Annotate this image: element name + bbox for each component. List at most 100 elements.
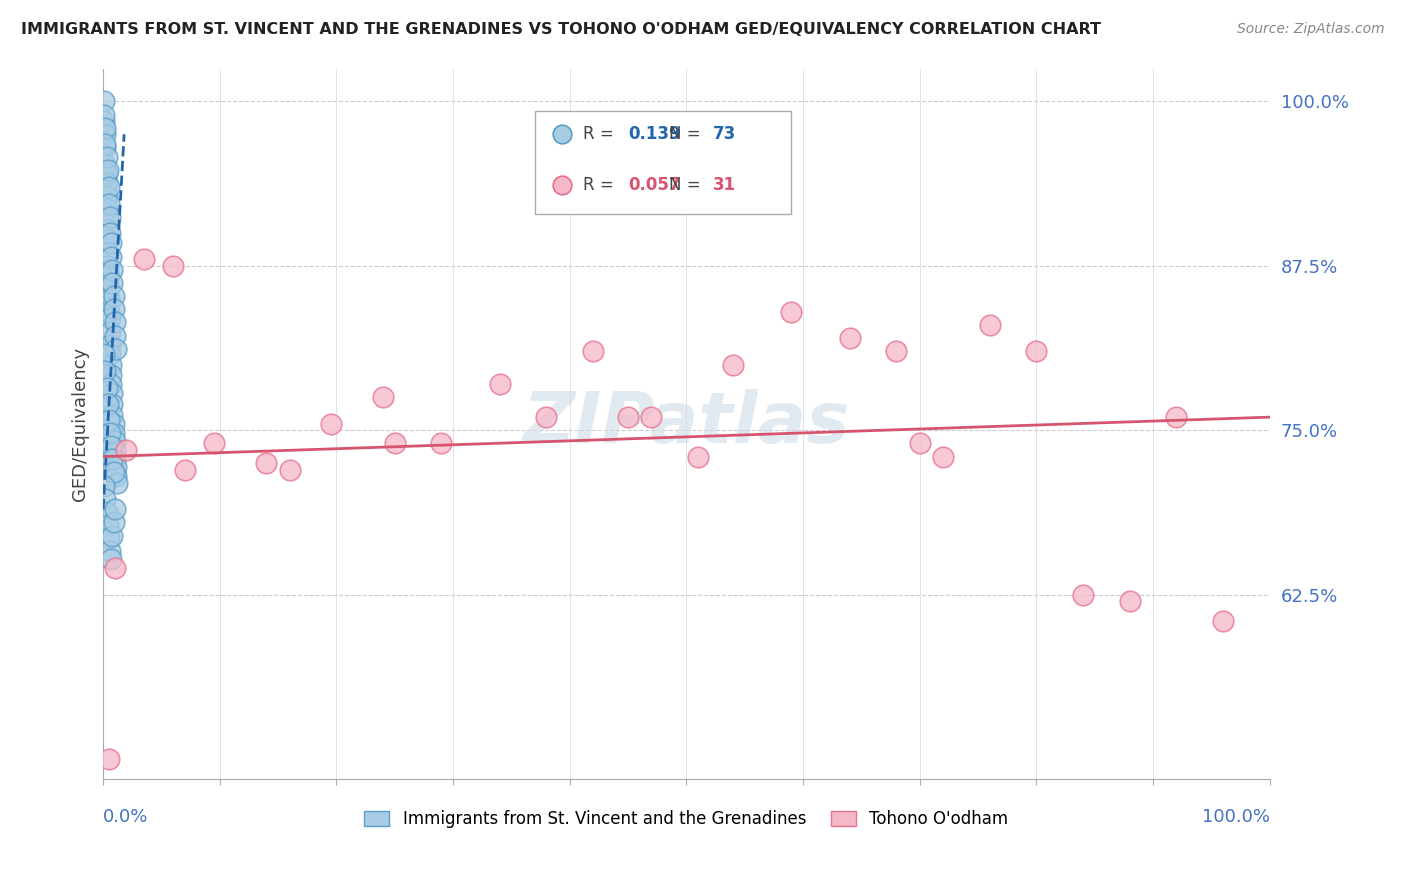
Point [100, 377, 122, 392]
Point [617, 410, 640, 425]
Point [582, 344, 605, 359]
Point [104, 328, 127, 343]
Point [101, 528, 124, 542]
Point [97, 531, 120, 545]
Text: 73: 73 [713, 125, 737, 143]
Point [97, 268, 120, 282]
Point [105, 475, 128, 490]
Point [98, 338, 121, 352]
Point [94, 128, 117, 142]
Point [780, 305, 803, 319]
Point [104, 434, 127, 448]
Legend: Immigrants from St. Vincent and the Grenadines, Tohono O'odham: Immigrants from St. Vincent and the Gren… [357, 803, 1015, 835]
Point [96, 176, 118, 190]
Point [488, 377, 510, 392]
Point [96, 381, 118, 395]
Point [101, 397, 124, 411]
Point [97, 197, 120, 211]
Point [104, 460, 127, 475]
Point [97, 259, 120, 273]
Y-axis label: GED/Equivalency: GED/Equivalency [72, 347, 89, 500]
Text: 31: 31 [713, 176, 737, 194]
Point [97, 305, 120, 319]
Point [101, 386, 124, 401]
Point [100, 439, 122, 453]
Point [550, 215, 572, 229]
Point [94, 120, 117, 135]
Point [721, 358, 744, 372]
Point [103, 516, 125, 530]
Point [132, 252, 155, 267]
Point [103, 425, 125, 440]
Point [96, 189, 118, 203]
Point [162, 259, 184, 273]
Point [104, 342, 127, 356]
Point [93, 95, 115, 109]
Point [101, 262, 124, 277]
Point [101, 408, 124, 422]
Point [104, 315, 127, 329]
Point [319, 417, 342, 431]
Point [100, 368, 122, 382]
Point [384, 436, 406, 450]
Point [1212, 614, 1234, 628]
Point [688, 450, 710, 464]
Point [97, 397, 120, 411]
Point [371, 391, 394, 405]
Point [96, 150, 118, 164]
Point [908, 436, 931, 450]
Point [93, 114, 115, 128]
Point [104, 443, 127, 458]
Point [1166, 410, 1188, 425]
Point [101, 452, 124, 467]
Point [1071, 588, 1094, 602]
Point [278, 463, 301, 477]
Point [101, 276, 124, 290]
Point [97, 180, 120, 194]
Point [97, 162, 120, 177]
Point [256, 456, 278, 470]
Point [104, 469, 127, 483]
Point [94, 491, 117, 506]
Point [1118, 594, 1140, 608]
Point [97, 233, 120, 247]
Point [94, 136, 117, 151]
Text: 100.0%: 100.0% [1202, 807, 1270, 825]
Point [115, 443, 138, 458]
Point [98, 311, 121, 326]
Text: 0.057: 0.057 [628, 176, 681, 194]
Point [98, 544, 121, 558]
Point [932, 450, 955, 464]
Point [100, 358, 122, 372]
Point [97, 413, 120, 427]
Point [97, 752, 120, 766]
Text: N =: N = [669, 176, 706, 194]
Text: R =: R = [582, 125, 619, 143]
Text: 0.139: 0.139 [628, 125, 681, 143]
Text: 0.0%: 0.0% [103, 807, 149, 825]
Point [886, 344, 908, 359]
Point [838, 331, 860, 345]
Point [98, 325, 121, 339]
Point [640, 410, 662, 425]
Point [979, 318, 1001, 332]
Point [536, 410, 558, 425]
Point [103, 466, 125, 480]
Point [1025, 344, 1047, 359]
Point [97, 518, 120, 533]
Text: N =: N = [669, 125, 706, 143]
Point [104, 452, 127, 467]
Point [96, 167, 118, 181]
Point [98, 425, 121, 440]
Point [430, 436, 453, 450]
Point [97, 223, 120, 237]
Point [100, 552, 122, 566]
Point [97, 212, 120, 227]
Point [98, 347, 121, 361]
Text: Source: ZipAtlas.com: Source: ZipAtlas.com [1237, 22, 1385, 37]
Text: IMMIGRANTS FROM ST. VINCENT AND THE GRENADINES VS TOHONO O'ODHAM GED/EQUIVALENCY: IMMIGRANTS FROM ST. VINCENT AND THE GREN… [21, 22, 1101, 37]
Point [104, 561, 127, 575]
Point [202, 436, 225, 450]
Point [96, 505, 118, 519]
Point [97, 245, 120, 260]
